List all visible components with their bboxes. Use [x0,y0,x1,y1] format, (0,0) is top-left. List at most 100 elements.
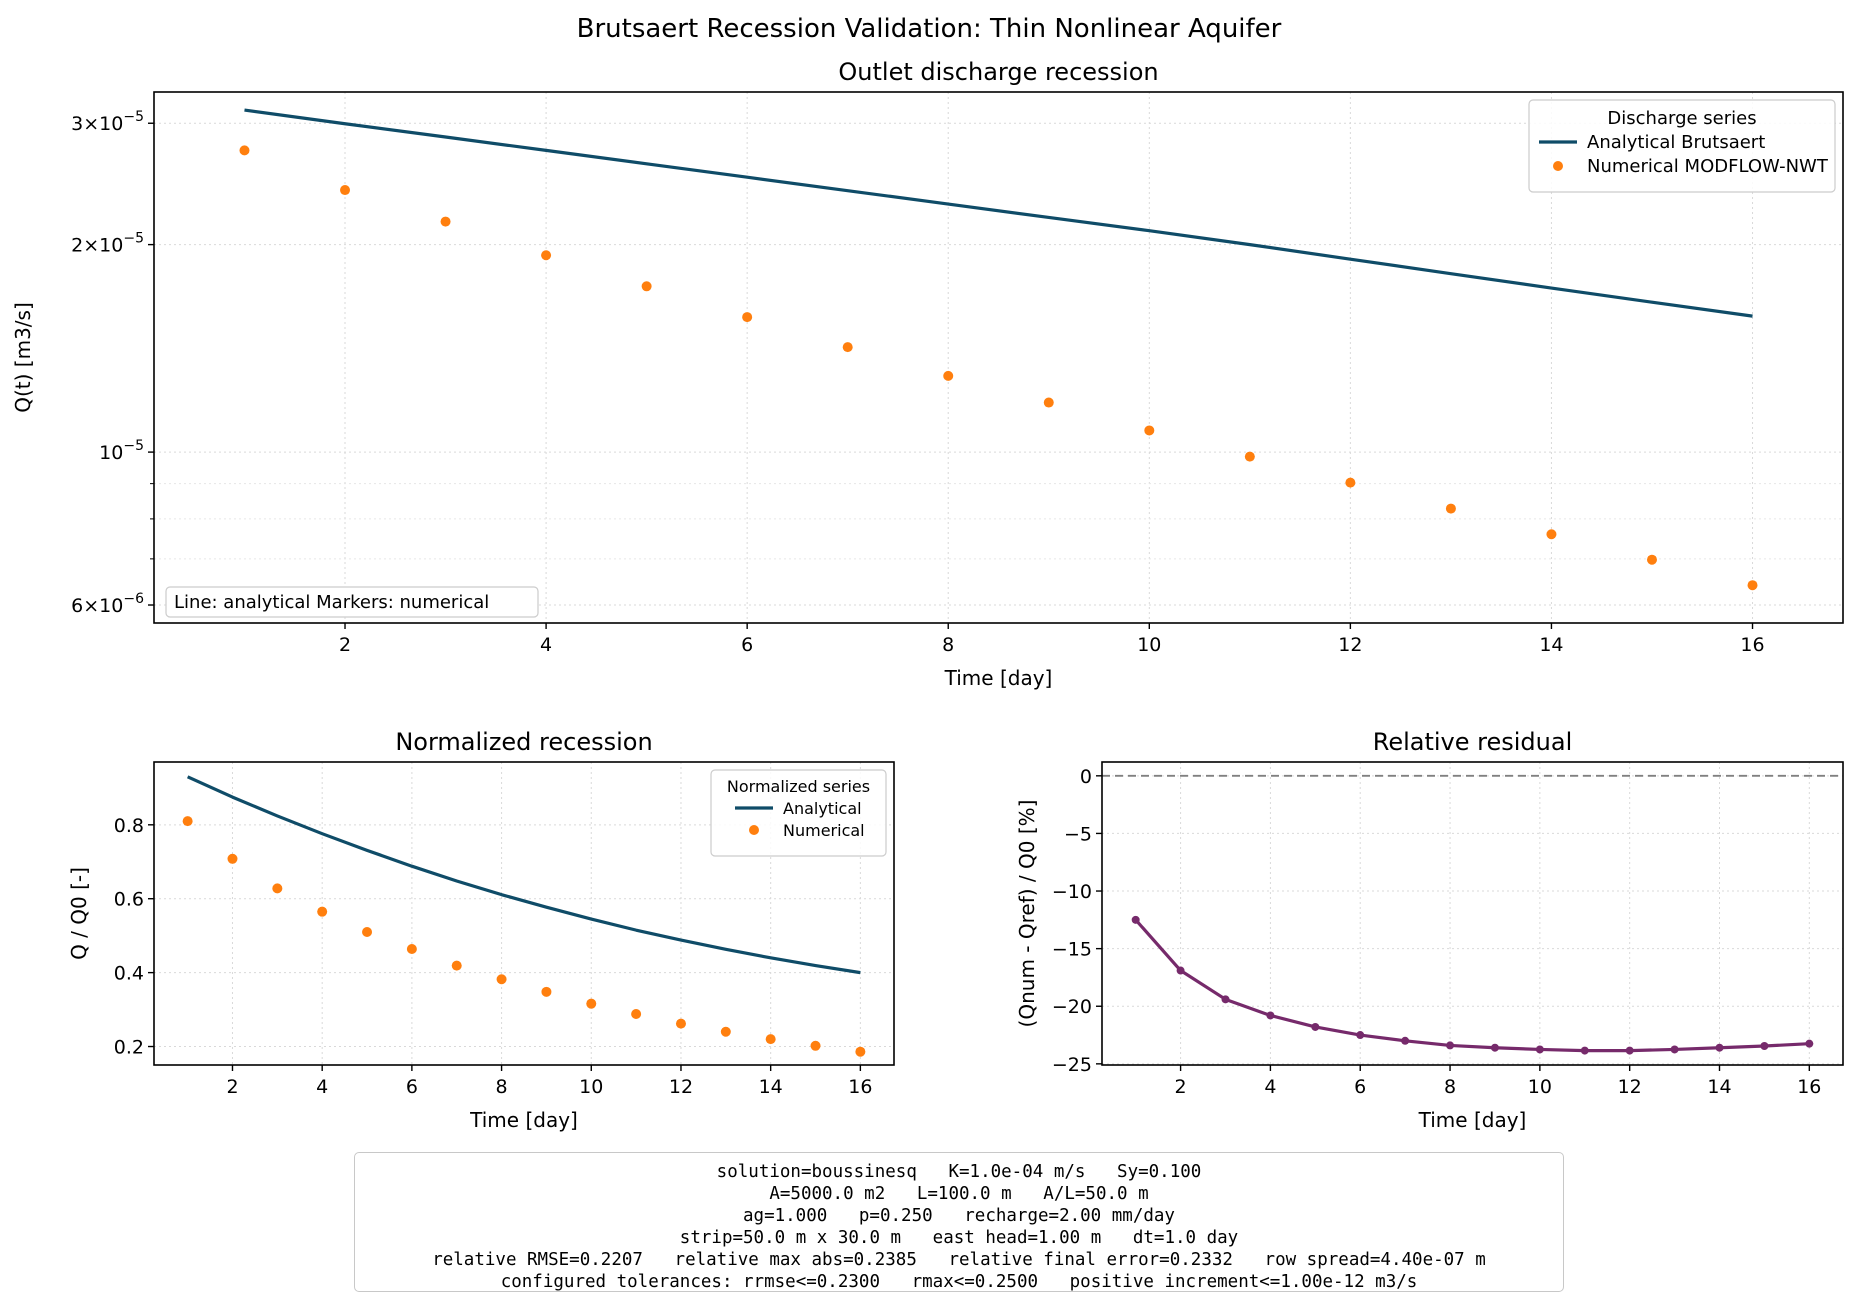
y-tick-mantissa: 6× [71,595,99,617]
x-axis: 2 4 6 8 10 12 14 16 [226,1065,872,1098]
data-point [586,998,597,1009]
series-line [244,108,1753,318]
data-point [1446,1041,1455,1050]
legend-box [1528,99,1836,193]
chart-bottom-left: 2 4 6 8 10 12 14 16 0.2 0.4 0.6 0.8 Normalized reces… [67,728,895,1132]
y-tick-mantissa: 2× [71,235,99,257]
x-tick-label: 2 [1175,1076,1187,1098]
x-tick-label: 8 [496,1076,508,1098]
x-axis-label: Time [day] [944,666,1053,690]
x-tick-label: 6 [741,634,753,656]
series-analytical [186,775,861,975]
data-point [1311,1022,1320,1031]
data-point [406,943,417,954]
data-point [1580,1046,1589,1055]
data-point [227,853,238,864]
legend-title: Normalized series [727,777,870,796]
data-point [1043,397,1054,408]
chart-bottom-right: 2 4 6 8 10 12 14 16 0 −5 −10 −15 −20 −25 Relative resi… [1015,728,1844,1132]
legend-entry: Numerical MODFLOW-NWT [1587,156,1829,177]
data-point [1625,1046,1634,1055]
y-tick-base: 10 [99,595,123,617]
y-tick-exponent: −5 [123,109,144,125]
x-tick-label: 8 [1444,1076,1456,1098]
data-point [1131,915,1140,924]
data-point [1546,529,1557,540]
x-tick-label: 14 [1539,634,1563,656]
x-tick-label: 8 [942,634,954,656]
series-analytical-brutsaert [244,108,1753,318]
data-point [182,816,193,827]
data-point [541,986,552,997]
data-point [1401,1036,1410,1045]
x-tick-label: 4 [1264,1076,1276,1098]
y-axis: 3×10−52×10−510−56×10−6 [71,109,154,617]
x-axis: 2 4 6 8 10 12 14 16 [339,623,1765,656]
info-line: relative RMSE=0.2207 relative max abs=0.… [432,1250,1486,1270]
y-tick-label: 0.6 [114,889,144,911]
annotation-text: Line: analytical Markers: numerical [174,592,489,613]
data-point [641,281,652,292]
y-tick-label: 0 [1080,766,1092,788]
chart-title: Normalized recession [395,728,652,756]
data-point [496,974,507,985]
data-point [1244,451,1255,462]
x-tick-label: 12 [1618,1076,1642,1098]
data-point [765,1034,776,1045]
y-tick-label: 0.4 [114,963,144,985]
x-tick-label: 16 [1797,1076,1821,1098]
legend-entry: Analytical [783,799,862,818]
series-line [186,775,861,975]
data-point [1445,503,1456,514]
data-point [541,250,552,261]
chart-title: Relative residual [1373,728,1573,756]
series-numerical-modflow-nwt [239,145,1758,591]
x-tick-label: 16 [1740,634,1764,656]
series-residual [1131,915,1814,1055]
x-tick-label: 6 [1354,1076,1366,1098]
info-line: A=5000.0 m2 L=100.0 m A/L=50.0 m [769,1184,1149,1204]
y-tick-exponent: −5 [123,231,144,247]
plot-frame [1101,761,1844,1066]
x-axis: 2 4 6 8 10 12 14 16 [1175,1065,1821,1098]
legend-title: Discharge series [1607,108,1756,129]
data-point [340,185,351,196]
data-point [842,342,853,353]
data-point [440,216,451,227]
x-tick-label: 6 [406,1076,418,1098]
data-point [943,370,954,381]
data-point [1805,1039,1814,1048]
grid [1102,762,1843,1065]
x-axis-label: Time [day] [1418,1108,1527,1132]
legend-entry: Analytical Brutsaert [1587,132,1765,153]
y-axis-label: Q / Q0 [-] [67,867,91,960]
info-line: strip=50.0 m x 30.0 m east head=1.00 m d… [679,1228,1239,1248]
annotation-box [165,586,539,618]
y-axis: 0 −5 −10 −15 −20 −25 [1052,766,1102,1076]
x-tick-label: 14 [1707,1076,1731,1098]
data-point [855,1046,866,1057]
y-axis: 0.2 0.4 0.6 0.8 [114,815,154,1059]
data-point [1535,1045,1544,1054]
data-point [720,1026,731,1037]
y-tick-label: −20 [1052,996,1092,1018]
data-point [810,1040,821,1051]
data-point [1144,425,1155,436]
data-point [1646,554,1657,565]
data-point [675,1018,686,1029]
series-numerical [182,816,866,1057]
y-tick-mantissa: 3× [71,113,99,135]
data-point [1266,1011,1275,1020]
plot-area [1102,762,1843,1065]
data-point [317,906,328,917]
x-tick-label: 12 [669,1076,693,1098]
x-axis-label: Time [day] [469,1108,578,1132]
x-tick-label: 10 [579,1076,603,1098]
y-tick-label: −25 [1052,1054,1092,1076]
x-tick-label: 12 [1338,634,1362,656]
x-tick-label: 4 [540,634,552,656]
y-tick-base: 10 [99,113,123,135]
data-point [631,1009,642,1020]
data-point [362,926,373,937]
